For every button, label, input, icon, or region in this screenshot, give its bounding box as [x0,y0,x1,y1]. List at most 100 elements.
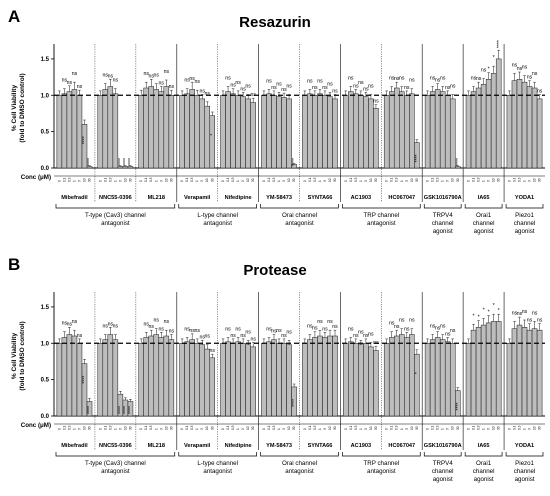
y-axis-label-line: (fold to DMSO control) [19,73,26,142]
y-tick-label: 0.5 [41,378,50,384]
class-bracket [423,452,462,457]
conc-tick-label: 0.1 [62,425,66,430]
bar [302,343,308,417]
conc-tick-label: 30 [251,426,255,430]
conc-tick-label: 1 [400,180,404,182]
conc-tick-label: 0 [385,428,389,430]
significance-label: ns [394,324,400,330]
class-label: L-type channel [197,212,238,219]
conc-tick-label: 3 [528,428,532,430]
significance-label: ns [108,73,114,79]
significance-label: ns [358,329,364,335]
significance-label: ns [245,84,251,90]
bar [531,87,538,169]
significance-label: ns [440,324,446,330]
conc-tick-label: 0.3 [313,177,317,182]
significance-label: ns [327,319,333,325]
significance-label: ns [199,334,205,340]
class-bracket [260,452,339,457]
bar [404,337,410,417]
conc-tick-label: 0.3 [67,177,71,182]
class-label: TRPV4 [433,212,454,219]
significance-label: ns [199,89,205,95]
class-bracket [55,204,176,209]
conc-tick-label: 0 [221,180,225,182]
bar [485,79,492,169]
conc-tick-label: 10 [369,426,373,430]
significance-label: ns [164,69,170,75]
significance-label: ns [368,84,374,90]
bar [317,93,323,169]
conc-tick-label: 10 [123,178,127,182]
significance-label: ns [271,329,277,335]
conc-tick-label: 10 [451,178,455,182]
conc-tick-label: 0 [98,428,102,430]
bar [112,339,119,417]
bar [143,337,149,417]
bar [266,341,272,417]
significance-label: * [493,55,495,61]
panel-title: Resazurin [239,14,311,31]
conc-tick-label: 3 [118,180,122,182]
class-label: antagonist [101,220,130,227]
conc-tick-label: 10 [123,426,127,430]
significance-label: ns [327,81,333,87]
conc-tick-label: 0.3 [313,425,317,430]
conc-tick-label: 3 [159,180,163,182]
conc-tick-label: 10 [492,178,496,182]
bar [204,348,210,417]
conc-tick-label: 30 [415,178,419,182]
significance-label: ns [169,84,175,90]
significance-label: **** [123,158,129,166]
bar [230,93,236,169]
conc-tick-label: 30 [333,178,337,182]
significance-label: ns [353,333,359,339]
conc-tick-label: 0.3 [517,425,521,430]
significance-label: **** [82,376,88,384]
bar [368,346,374,417]
conc-tick-label: 0.1 [512,177,516,182]
conc-tick-label: 10 [164,426,168,430]
significance-label: **** [496,40,502,48]
conc-tick-label: 3 [487,180,491,182]
bar [143,87,149,169]
y-axis-label: % Cell Viability(fold to DMSO control) [11,321,26,390]
conc-tick-label: 30 [374,178,378,182]
significance-label: ns [62,78,68,84]
bar [414,353,420,417]
compound-label: YM-58473 [266,195,292,201]
conc-tick-label: 0 [180,428,184,430]
significance-label: ns [235,326,241,332]
class-label: agonist [433,228,453,235]
conc-tick-label: 3 [364,180,368,182]
significance-label: ns [532,71,538,77]
significance-label: ns [154,73,160,79]
conc-tick-label: 10 [246,178,250,182]
conc-tick-label: 0 [344,180,348,182]
conc-tick-label: 0.3 [108,177,112,182]
conc-tick-label: 30 [497,178,501,182]
conc-tick-label: 10 [287,178,291,182]
bar [506,95,513,169]
conc-tick-label: 10 [205,426,209,430]
conc-tick-label: 0.1 [103,177,107,182]
conc-tick-label: 1 [195,180,199,182]
class-label: Piezo1 [515,460,534,467]
significance-label: ns [394,76,400,82]
significance-label: ns [373,99,379,105]
class-label: channel [514,220,536,227]
conc-tick-label: 3 [159,428,163,430]
significance-label: **** [87,406,93,414]
conc-tick-label: 10 [164,178,168,182]
bar [61,337,68,417]
compound-label: GSK1016790A [424,195,462,201]
class-label: T-type (Cav3) channel [85,212,146,219]
bar [235,341,241,417]
compound-label: AC1903 [351,443,372,449]
bar [97,343,104,417]
significance-label: ns [194,79,200,85]
significance-label: ns [332,324,338,330]
conc-tick-label: 0.1 [62,177,66,182]
conc-tick-label: 1 [400,428,404,430]
bar [56,95,63,169]
